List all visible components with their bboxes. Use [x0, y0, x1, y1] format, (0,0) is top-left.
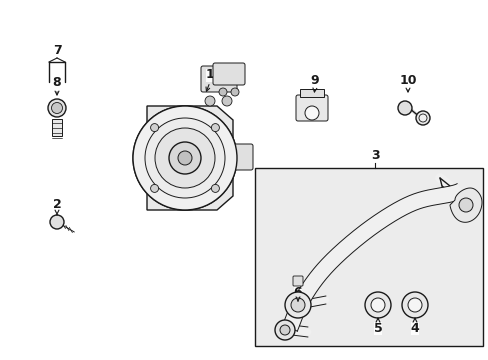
- Circle shape: [407, 298, 421, 312]
- FancyBboxPatch shape: [230, 144, 252, 170]
- Text: 6: 6: [293, 285, 302, 298]
- Text: 7: 7: [53, 44, 61, 57]
- Text: 4: 4: [410, 321, 419, 334]
- Circle shape: [169, 142, 201, 174]
- FancyBboxPatch shape: [201, 66, 237, 92]
- Circle shape: [290, 298, 305, 312]
- Circle shape: [285, 292, 310, 318]
- Circle shape: [364, 292, 390, 318]
- FancyBboxPatch shape: [213, 63, 244, 85]
- Text: 9: 9: [310, 73, 319, 86]
- Polygon shape: [147, 106, 232, 210]
- Text: 2: 2: [53, 198, 61, 211]
- Circle shape: [418, 114, 426, 122]
- FancyBboxPatch shape: [295, 95, 327, 121]
- Circle shape: [204, 96, 215, 106]
- Circle shape: [211, 184, 219, 192]
- Circle shape: [222, 96, 231, 106]
- Circle shape: [397, 101, 411, 115]
- Text: 5: 5: [373, 321, 382, 334]
- Circle shape: [51, 103, 62, 113]
- FancyBboxPatch shape: [292, 276, 303, 286]
- Circle shape: [133, 106, 237, 210]
- Circle shape: [150, 123, 158, 132]
- Circle shape: [178, 151, 192, 165]
- Polygon shape: [282, 184, 466, 331]
- Circle shape: [230, 88, 239, 96]
- Circle shape: [401, 292, 427, 318]
- Circle shape: [415, 111, 429, 125]
- Circle shape: [305, 106, 318, 120]
- Circle shape: [370, 298, 384, 312]
- Polygon shape: [449, 188, 481, 222]
- Circle shape: [155, 128, 215, 188]
- Text: 10: 10: [398, 73, 416, 86]
- Circle shape: [458, 198, 472, 212]
- Text: 1: 1: [205, 68, 214, 81]
- Circle shape: [274, 320, 294, 340]
- Circle shape: [280, 325, 289, 335]
- Circle shape: [48, 99, 66, 117]
- Bar: [52, 119, 62, 136]
- Circle shape: [219, 88, 226, 96]
- Bar: [254, 168, 482, 346]
- Circle shape: [211, 123, 219, 132]
- Circle shape: [150, 184, 158, 192]
- Circle shape: [145, 118, 224, 198]
- Circle shape: [133, 106, 237, 210]
- Text: 3: 3: [370, 149, 379, 162]
- Text: 8: 8: [53, 76, 61, 89]
- Bar: [299, 89, 324, 97]
- Circle shape: [50, 215, 64, 229]
